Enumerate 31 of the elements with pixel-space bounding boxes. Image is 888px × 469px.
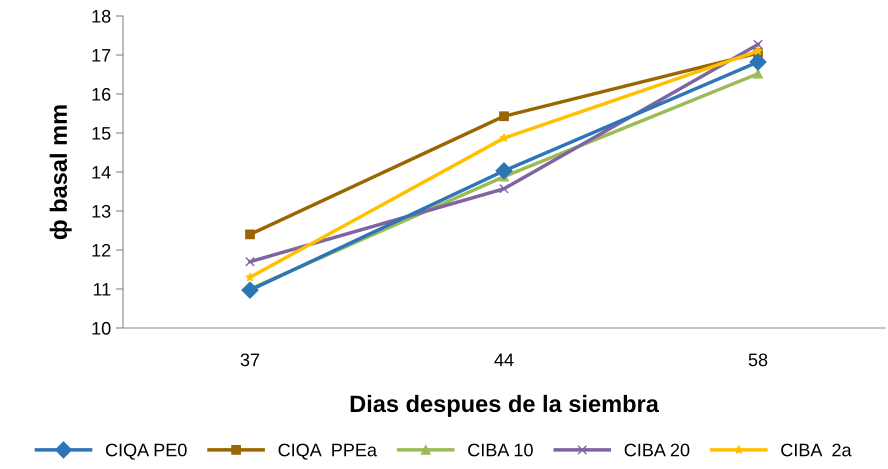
y-axis-title: ф basal mm: [50, 105, 72, 240]
legend-label: CIBA 10: [468, 444, 533, 456]
y-tick-label: 17: [92, 49, 110, 62]
y-tick-label: 16: [92, 88, 110, 101]
legend-label: CIQA PPEa: [278, 444, 377, 460]
point: [241, 282, 259, 299]
x-tick-label: 58: [748, 353, 768, 366]
point: [753, 40, 763, 50]
legend-label: CIQA PE0: [106, 444, 187, 460]
point: [245, 256, 255, 267]
y-tick-label: 15: [92, 127, 110, 140]
point: [499, 133, 509, 142]
point: [753, 68, 763, 79]
y-tick-label: 12: [92, 244, 110, 257]
point: [499, 111, 509, 122]
point: [245, 272, 255, 282]
x-tick-label: 44: [494, 354, 514, 366]
x-tick-label: 37: [240, 353, 260, 366]
legend-label: CIBA 2a: [781, 444, 852, 456]
point: [495, 162, 513, 180]
y-tick-label: 13: [92, 204, 110, 218]
y-tick-label: 10: [92, 322, 110, 335]
x-axis-title: Dias despues de la siembra: [350, 394, 660, 417]
y-tick-label: 14: [92, 166, 111, 179]
point: [499, 184, 509, 194]
point: [749, 53, 767, 71]
point: [245, 230, 255, 240]
y-tick-label: 18: [92, 10, 110, 23]
point: [753, 46, 763, 56]
y-tick-label: 11: [94, 283, 110, 296]
legend-label: CIBA 20: [624, 444, 690, 456]
